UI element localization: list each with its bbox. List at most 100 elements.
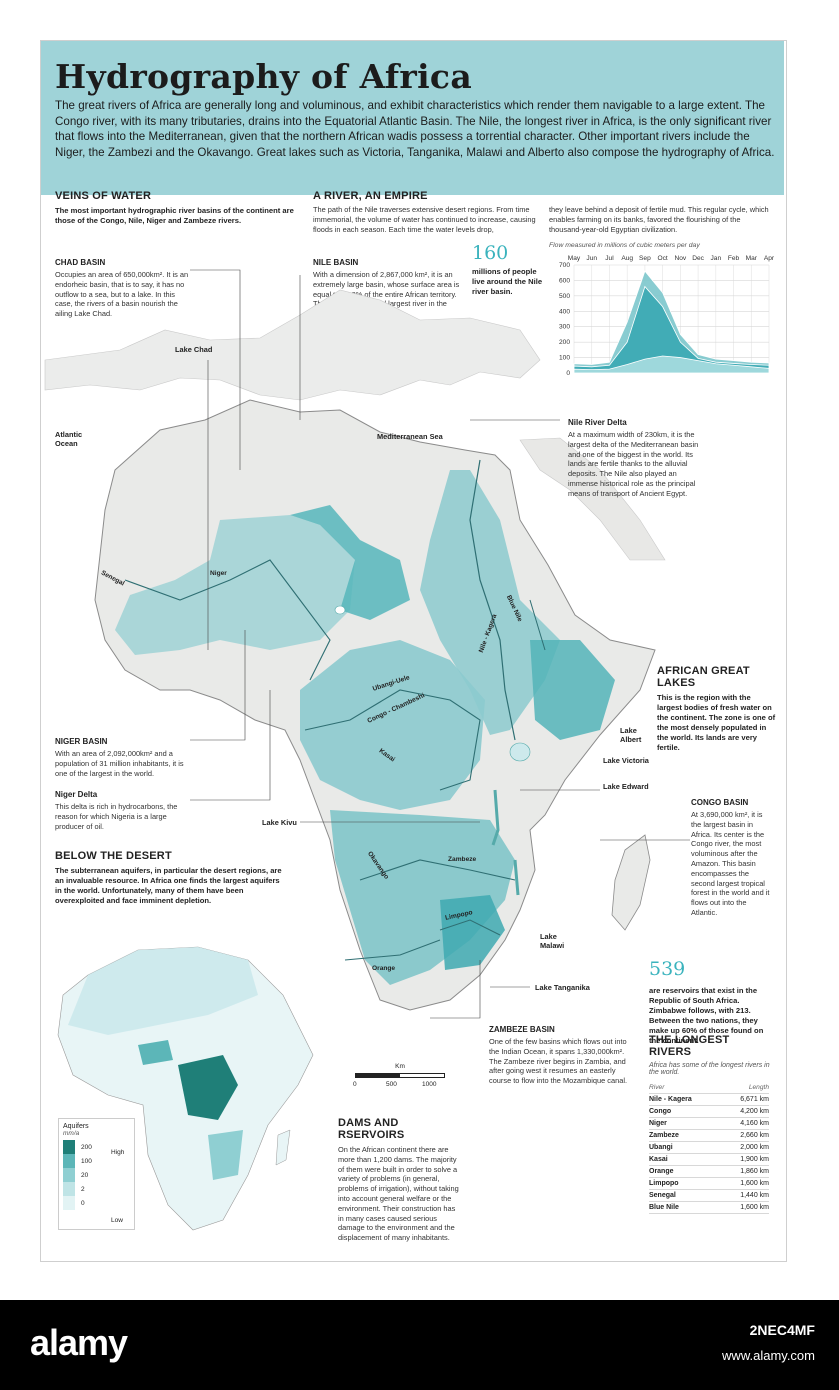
chad-basin-area bbox=[290, 505, 410, 620]
nile-delta-heading: Nile River Delta bbox=[568, 418, 627, 427]
scale-tick-500: 500 bbox=[386, 1081, 397, 1088]
longest-rivers-section: THE LONGEST RIVERS Africa has some of th… bbox=[649, 1034, 774, 1214]
river-name: Senegal bbox=[649, 1189, 721, 1202]
scale-tick-0: 0 bbox=[353, 1081, 357, 1088]
header-banner: Hydrography of Africa The great rivers o… bbox=[41, 41, 784, 195]
lake-tanganika-shape bbox=[491, 789, 500, 846]
mediterranean-label: Mediterranean Sea bbox=[377, 432, 443, 441]
reservoirs-text: are reservoirs that exist in the Republi… bbox=[649, 986, 764, 1045]
chart-month-label: Mar bbox=[746, 255, 758, 262]
chart-y-tick: 300 bbox=[559, 324, 570, 331]
empire-section: A RIVER, AN EMPIRE The path of the Nile … bbox=[313, 190, 538, 234]
reservoirs-number: 539 bbox=[649, 958, 686, 980]
lake-chad-label: Lake Chad bbox=[175, 345, 213, 354]
river-row: Orange 1,860 km bbox=[649, 1165, 769, 1178]
chad-leader bbox=[190, 269, 241, 470]
chart-area-series bbox=[573, 285, 770, 374]
site-url: www.alamy.com bbox=[722, 1348, 815, 1363]
watermark-bar: alamy 2NEC4MF www.alamy.com bbox=[0, 1300, 839, 1390]
river-length: 1,900 km bbox=[720, 1153, 769, 1166]
reservoirs-section: 539 are reservoirs that exist in the Rep… bbox=[649, 958, 774, 1046]
nile-delta-text: At a maximum width of 230km, it is the l… bbox=[568, 430, 699, 498]
congo-basin-heading: CONGO BASIN bbox=[691, 798, 749, 807]
veins-section: VEINS OF WATER The most important hydrog… bbox=[55, 190, 295, 226]
desert-section: BELOW THE DESERT The subterranean aquife… bbox=[55, 850, 285, 906]
flow-chart-block: Flow measured in millions of cubic meter… bbox=[549, 242, 775, 384]
rivers-table: River Length Nile - Kagera 6,671 km Congo 4… bbox=[649, 1082, 769, 1214]
chart-y-tick: 700 bbox=[559, 262, 570, 269]
zambeze-heading: ZAMBEZE BASIN bbox=[489, 1025, 555, 1034]
chart-month-label: Sep bbox=[639, 255, 651, 262]
chart-month-label: Dec bbox=[692, 255, 704, 262]
aquifer-legend-unit: mm/a bbox=[63, 1130, 80, 1137]
aquifer-swatch bbox=[63, 1196, 75, 1210]
zambeze-text: One of the few basins which flows out in… bbox=[489, 1037, 628, 1086]
orange-river-line bbox=[344, 939, 441, 961]
river-length: 2,660 km bbox=[720, 1129, 769, 1142]
desert-heading: BELOW THE DESERT bbox=[55, 850, 172, 862]
image-id: 2NEC4MF bbox=[749, 1322, 815, 1338]
chart-y-tick: 500 bbox=[559, 293, 570, 300]
river-name: Ubangi bbox=[649, 1141, 721, 1154]
col-length-header: Length bbox=[720, 1082, 769, 1094]
chart-month-label: Jun bbox=[586, 255, 597, 262]
zambeze-label: Zambeze bbox=[448, 856, 477, 863]
chad-text: Occupies an area of 650,000km². It is an… bbox=[55, 270, 189, 319]
chart-month-label: Jul bbox=[605, 255, 614, 262]
flow-chart: May Jun Jul Aug Sep Oct Nov Dec Jan Feb Mar Apr 0 100… bbox=[559, 255, 775, 377]
limpopo-basin-area bbox=[440, 895, 505, 970]
empire-text-2-block: they leave behind a deposit of fertile m… bbox=[549, 205, 771, 234]
col-river-header: River bbox=[649, 1082, 721, 1094]
aquifer-niger-zone bbox=[138, 1040, 173, 1065]
aquifer-legend-row: 20 bbox=[63, 1168, 134, 1182]
empire-heading: A RIVER, AN EMPIRE bbox=[313, 190, 428, 202]
niger-river-line bbox=[124, 559, 331, 681]
aquifer-south-zone bbox=[208, 1130, 243, 1180]
blue-nile-line bbox=[529, 599, 546, 651]
chart-y-tick: 600 bbox=[559, 277, 570, 284]
aquifer-legend-row: 100 bbox=[63, 1154, 134, 1168]
chad-basin-section: CHAD BASIN Occupies an area of 650,000km… bbox=[55, 258, 190, 319]
nile-delta-section: Nile River Delta At a maximum width of 2… bbox=[568, 418, 708, 499]
aquifer-level: 0 bbox=[81, 1199, 85, 1207]
page-title: Hydrography of Africa bbox=[55, 57, 473, 96]
chart-y-tick: 200 bbox=[559, 339, 570, 346]
arabia-landmass bbox=[519, 437, 666, 561]
congo-river-line bbox=[304, 689, 481, 791]
chart-y-tick: 400 bbox=[559, 308, 570, 315]
niger-basin-leader bbox=[190, 630, 246, 741]
empire-text-2: they leave behind a deposit of fertile m… bbox=[549, 205, 769, 234]
great-lakes-section: AFRICAN GREAT LAKES This is the region w… bbox=[657, 665, 777, 753]
niger-delta-leader bbox=[190, 690, 271, 801]
aquifer-legend-row: 200 bbox=[63, 1140, 134, 1154]
longest-heading: THE LONGEST RIVERS bbox=[649, 1034, 730, 1058]
zambeze-leader bbox=[430, 960, 481, 1019]
river-name: Congo bbox=[649, 1105, 721, 1118]
aquifer-swatch bbox=[63, 1154, 75, 1168]
congo-basin-section: CONGO BASIN At 3,690,000 km², it is the … bbox=[691, 798, 773, 918]
river-length: 2,000 km bbox=[720, 1141, 769, 1154]
dams-section: DAMS AND RSERVOIRS On the African contin… bbox=[338, 1117, 463, 1243]
dams-heading: DAMS AND RSERVOIRS bbox=[338, 1117, 405, 1141]
aquifer-swatch bbox=[63, 1182, 75, 1196]
aquifer-level: 100 bbox=[81, 1157, 92, 1165]
niger-basin-text: With an area of 2,092,000km² and a popul… bbox=[55, 749, 184, 778]
veins-text: The most important hydrographic river ba… bbox=[55, 206, 294, 225]
desert-text: The subterranean aquifers, in particular… bbox=[55, 866, 282, 905]
zambeze-river-line bbox=[359, 859, 516, 881]
river-length: 1,440 km bbox=[720, 1189, 769, 1202]
flow-chart-title: Flow measured in millions of cubic meter… bbox=[549, 242, 700, 249]
zambeze-basin-area bbox=[330, 810, 515, 985]
lake-malawi-shape bbox=[513, 859, 520, 896]
great-lakes-heading: AFRICAN GREAT LAKES bbox=[657, 665, 750, 689]
river-length: 1,860 km bbox=[720, 1165, 769, 1178]
aquifer-level: 20 bbox=[81, 1171, 89, 1179]
intro-text: The great rivers of Africa are generally… bbox=[55, 99, 775, 159]
aquifer-legend-row: 0 bbox=[63, 1196, 134, 1210]
aquifer-north-zone bbox=[68, 947, 258, 1035]
population-text: millions of people live around the Nile … bbox=[472, 267, 543, 296]
aquifer-map bbox=[57, 946, 314, 1231]
river-length: 4,160 km bbox=[720, 1117, 769, 1130]
chart-month-label: Aug bbox=[621, 255, 633, 262]
madagascar bbox=[611, 834, 651, 931]
